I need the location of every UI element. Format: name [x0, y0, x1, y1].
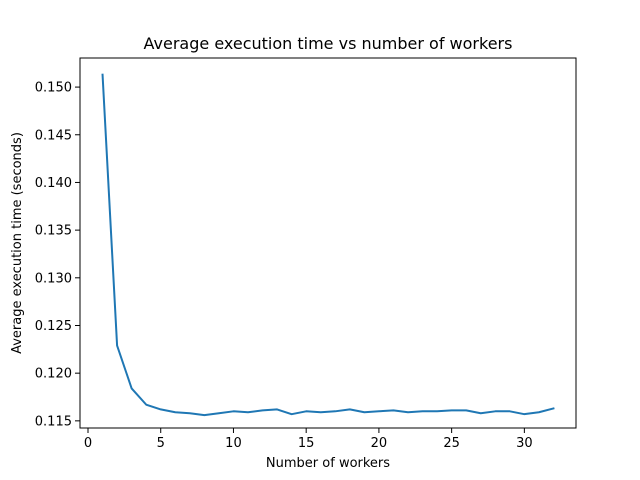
y-tick-label: 0.130	[35, 271, 72, 286]
plot-area	[101, 73, 555, 417]
x-tick-label: 0	[84, 436, 92, 451]
x-tick-label: 10	[225, 436, 242, 451]
y-tick-label: 0.135	[35, 224, 72, 239]
x-axis-label: Number of workers	[266, 456, 390, 471]
y-tick-label: 0.150	[35, 81, 72, 96]
y-axis-label: Average execution time (seconds)	[10, 132, 25, 354]
y-axis: 0.115 0.120 0.125 0.130 0.135 0.140 0.145 0.150	[35, 81, 80, 429]
y-tick-label: 0.145	[35, 128, 72, 143]
x-tick-label: 30	[516, 436, 533, 451]
y-tick-label: 0.115	[35, 414, 72, 429]
x-tick-label: 20	[371, 436, 388, 451]
x-axis: 0 5 10 15 20 25 30	[84, 428, 533, 451]
x-tick-label: 25	[443, 436, 460, 451]
chart-title: Average execution time vs number of work…	[144, 34, 513, 53]
y-tick-label: 0.120	[35, 367, 72, 382]
y-tick-label: 0.140	[35, 176, 72, 191]
x-tick-label: 15	[298, 436, 315, 451]
series-line-0	[101, 73, 555, 417]
plot-frame	[79, 57, 577, 429]
x-tick-label: 5	[157, 436, 165, 451]
y-tick-label: 0.125	[35, 319, 72, 334]
